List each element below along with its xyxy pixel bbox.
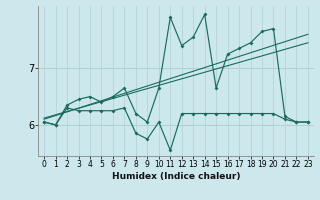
X-axis label: Humidex (Indice chaleur): Humidex (Indice chaleur)	[112, 172, 240, 181]
